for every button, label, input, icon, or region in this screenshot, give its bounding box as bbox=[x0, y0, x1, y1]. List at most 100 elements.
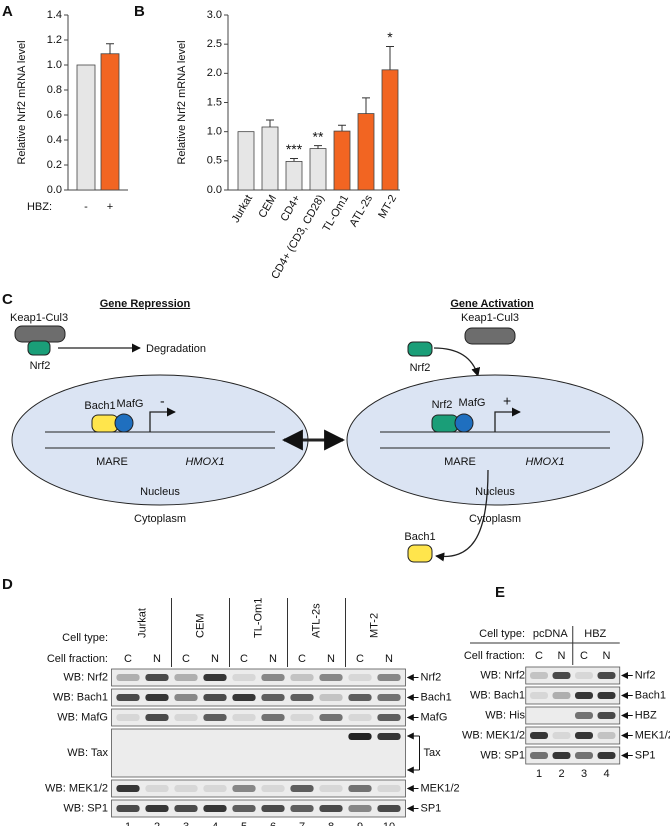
band bbox=[575, 752, 593, 759]
band bbox=[261, 674, 285, 681]
label: Bach1 bbox=[404, 531, 435, 543]
blot-strip bbox=[525, 706, 621, 725]
blot-strip bbox=[525, 746, 621, 765]
header-label: Cell fraction: bbox=[464, 650, 525, 662]
row-label: WB: SP1 bbox=[480, 749, 525, 761]
band bbox=[116, 785, 140, 792]
target-label: Tax bbox=[424, 747, 442, 759]
band bbox=[377, 785, 401, 792]
section-title: Gene Repression bbox=[100, 298, 191, 310]
label: Bach1 bbox=[84, 400, 115, 412]
y-tick-label: 0.4 bbox=[47, 134, 62, 146]
row-label: WB: SP1 bbox=[63, 802, 108, 814]
label: Cytoplasm bbox=[134, 513, 186, 525]
band bbox=[597, 752, 616, 759]
y-tick-label: 0.0 bbox=[47, 184, 62, 196]
x-tick-label: + bbox=[107, 201, 113, 213]
blot-strip bbox=[111, 799, 406, 818]
blot-strip bbox=[525, 686, 621, 705]
band bbox=[319, 694, 343, 701]
row-label: WB: His bbox=[485, 709, 525, 721]
lane-number: 7 bbox=[299, 821, 305, 826]
row-label: WB: Tax bbox=[67, 747, 108, 759]
x-tick-label: Jurkat bbox=[230, 193, 255, 225]
label: Degradation bbox=[146, 343, 206, 355]
panel-label: B bbox=[134, 3, 145, 20]
y-tick-label: 2.0 bbox=[207, 67, 222, 79]
band bbox=[203, 694, 227, 701]
target-label: Bach1 bbox=[421, 691, 452, 703]
band bbox=[348, 785, 372, 792]
y-axis-label: Relative Nrf2 mRNA level bbox=[176, 40, 188, 164]
y-tick-label: 0.8 bbox=[47, 84, 62, 96]
panel-label: C bbox=[2, 291, 13, 308]
band bbox=[203, 714, 227, 721]
band bbox=[319, 785, 343, 792]
label: Nrf2 bbox=[30, 360, 51, 372]
promoter-arrow bbox=[149, 407, 176, 432]
fraction: C bbox=[580, 650, 588, 662]
header-label: Cell type: bbox=[62, 632, 108, 644]
band bbox=[575, 672, 593, 679]
cell-type: pcDNA bbox=[533, 628, 569, 640]
band bbox=[116, 805, 140, 812]
error-bar bbox=[106, 43, 114, 54]
band bbox=[552, 672, 571, 679]
band bbox=[116, 674, 140, 681]
lane-number: 2 bbox=[154, 821, 160, 826]
band bbox=[116, 694, 140, 701]
row-label: WB: MEK1/2 bbox=[45, 782, 108, 794]
band bbox=[203, 674, 227, 681]
cell-type: HBZ bbox=[584, 628, 606, 640]
blot-strip bbox=[111, 779, 406, 798]
keap1-shape bbox=[464, 327, 516, 345]
bar bbox=[261, 126, 279, 191]
band bbox=[232, 785, 256, 792]
fraction: N bbox=[603, 650, 611, 662]
blot-strip bbox=[525, 666, 621, 685]
band bbox=[348, 714, 372, 721]
x-tick-label: CEM bbox=[256, 193, 279, 220]
row-label: WB: Nrf2 bbox=[63, 671, 108, 683]
band bbox=[261, 785, 285, 792]
bach1-shape bbox=[407, 544, 433, 563]
lane-number: 4 bbox=[212, 821, 218, 826]
x-tick-label: CD4+ bbox=[279, 193, 304, 224]
fraction: C bbox=[535, 650, 543, 662]
lane-number: 4 bbox=[603, 768, 609, 780]
fraction: C bbox=[182, 653, 190, 665]
bar bbox=[237, 131, 255, 191]
target-label: Nrf2 bbox=[421, 671, 442, 683]
y-tick-label: 1.4 bbox=[47, 9, 62, 21]
label: Nrf2 bbox=[432, 399, 453, 411]
y-tick-label: 0.6 bbox=[47, 109, 62, 121]
band bbox=[145, 805, 169, 812]
cell-type: TL-Om1 bbox=[252, 598, 264, 638]
significance-label: *** bbox=[286, 141, 303, 157]
error-bar bbox=[314, 145, 322, 149]
error-bar bbox=[362, 97, 370, 114]
band bbox=[377, 674, 401, 681]
band bbox=[145, 714, 169, 721]
label: Nucleus bbox=[140, 486, 180, 498]
cell-type: CEM bbox=[194, 614, 206, 638]
band bbox=[319, 674, 343, 681]
band bbox=[232, 714, 256, 721]
fraction: N bbox=[385, 653, 393, 665]
y-tick-label: 1.0 bbox=[207, 126, 222, 138]
panel-label: D bbox=[2, 576, 13, 593]
fraction: N bbox=[327, 653, 335, 665]
lane-number: 1 bbox=[125, 821, 131, 826]
band bbox=[597, 732, 616, 739]
fraction: N bbox=[153, 653, 161, 665]
label: Keap1-Cul3 bbox=[461, 312, 519, 324]
arrow bbox=[435, 469, 489, 562]
fraction: N bbox=[211, 653, 219, 665]
target-label: SP1 bbox=[421, 802, 442, 814]
bar bbox=[285, 161, 303, 191]
row-label: WB: MEK1/2 bbox=[462, 729, 525, 741]
band bbox=[348, 674, 372, 681]
band bbox=[290, 694, 314, 701]
band bbox=[174, 785, 198, 792]
fraction: C bbox=[124, 653, 132, 665]
